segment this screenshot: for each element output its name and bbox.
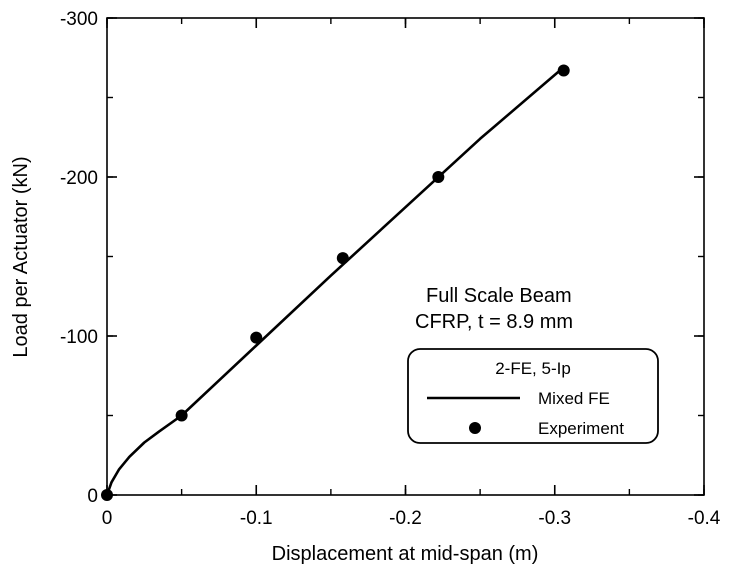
legend-marker-swatch (469, 422, 481, 434)
x-axis-title: Displacement at mid-span (m) (272, 543, 539, 565)
y-axis-title: Load per Actuator (kN) (10, 156, 32, 357)
legend-title: 2-FE, 5-Ip (495, 359, 571, 378)
y-tick-label: 0 (87, 486, 98, 507)
data-point-experiment (250, 331, 263, 344)
x-tick-label: -0.1 (240, 508, 273, 529)
legend-label-mixed-fe: Mixed FE (538, 389, 610, 408)
x-tick-label: -0.3 (538, 508, 571, 529)
series-line-mixed-fe (105, 66, 565, 496)
series-layer (101, 64, 570, 501)
x-tick-label: -0.4 (688, 508, 721, 529)
y-tick-label: -200 (60, 168, 98, 189)
x-tick-label: -0.2 (389, 508, 422, 529)
plot-frame (106, 17, 705, 496)
data-point-experiment (336, 252, 349, 265)
data-point-experiment (432, 171, 445, 183)
data-point-experiment (557, 64, 570, 77)
y-tick-label: -100 (60, 327, 98, 348)
annotation-line-1: Full Scale Beam (426, 285, 572, 307)
tick-labels: 0 -0.1 -0.2 -0.3 -0.4 0 -100 -200 -300 (60, 9, 721, 529)
annotation-line-2: CFRP, t = 8.9 mm (415, 311, 573, 333)
data-point-experiment (101, 489, 113, 501)
data-point-experiment (175, 409, 188, 422)
legend-box (407, 348, 659, 444)
legend-label-experiment: Experiment (538, 419, 624, 438)
x-tick-label: 0 (102, 508, 113, 529)
y-tick-label: -300 (60, 9, 98, 30)
legend: 2-FE, 5-Ip Mixed FE Experiment (407, 348, 659, 444)
